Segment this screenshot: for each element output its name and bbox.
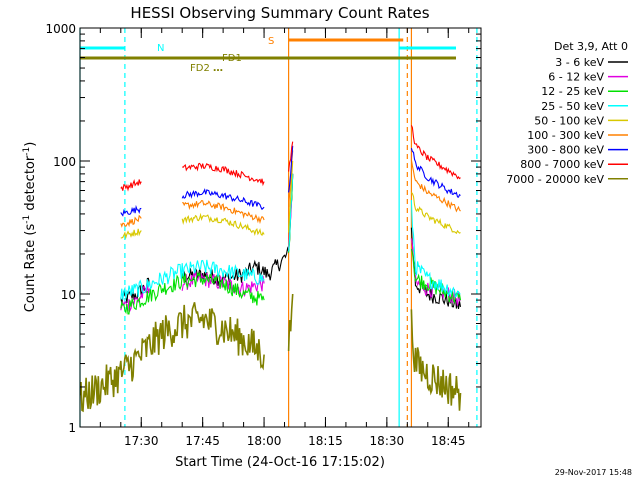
legend-header: Det 3,9, Att 0 (554, 40, 628, 53)
flag-label-n: N (157, 43, 164, 54)
series-line-0-seg-3 (410, 227, 462, 309)
x-tick-label-0: 17:30 (124, 434, 159, 448)
y-tick-label-3: 1000 (45, 22, 76, 36)
series-line-1-seg-1 (120, 284, 150, 313)
series-line-2-seg-3 (410, 248, 462, 304)
flag-label-fd2: FD2 (190, 63, 210, 74)
series-line-7-seg-4 (410, 125, 461, 180)
x-tick-label-5: 18:45 (431, 434, 466, 448)
series-line-4-seg-3 (288, 160, 294, 233)
y-axis-label: Count Rate (s-1 detector-1) (22, 142, 38, 313)
x-tick-label-4: 18:30 (370, 434, 405, 448)
x-axis-label: Start Time (24-Oct-16 17:15:02) (175, 455, 385, 470)
series-line-3-seg-1 (120, 259, 265, 300)
legend-label-7: 800 - 7000 keV (520, 158, 604, 171)
legend-label-0: 3 - 6 keV (555, 56, 604, 69)
flag-bars: N S FD1 FD2… (80, 36, 456, 74)
y-tick-label-2: 100 (53, 155, 76, 169)
series-line-3-seg-2 (288, 173, 294, 252)
series-line-6-seg-1 (120, 204, 142, 217)
series-line-3-seg-3 (410, 199, 461, 298)
series-line-4-seg-4 (410, 192, 461, 235)
series-line-7-seg-2 (182, 162, 265, 187)
series-line-6-seg-2 (181, 188, 265, 211)
y-tick-label-1: 10 (61, 288, 76, 302)
series-line-0-seg-2 (182, 173, 294, 286)
x-tick-label-2: 18:00 (247, 434, 282, 448)
series-line-6-seg-3 (288, 145, 294, 193)
legend-label-4: 50 - 100 keV (534, 114, 604, 127)
plot-frame (79, 27, 482, 428)
series-line-8-seg-1 (287, 293, 294, 352)
series-line-7-seg-1 (120, 179, 142, 192)
legend-label-6: 300 - 800 keV (527, 144, 604, 157)
series-line-6-seg-4 (410, 148, 461, 198)
series-line-5-seg-2 (182, 199, 265, 225)
x-ticks: 17:30 17:45 18:00 18:15 18:30 18:45 (99, 28, 470, 448)
legend-label-2: 12 - 25 keV (541, 85, 604, 98)
legend-label-3: 25 - 50 keV (541, 100, 604, 113)
series-line-4-seg-2 (181, 212, 265, 237)
series-line-5-seg-4 (410, 159, 461, 213)
flag-label-fd1: FD1 (222, 53, 242, 64)
series-line-4-seg-1 (120, 228, 142, 240)
legend-label-1: 6 - 12 keV (548, 71, 604, 84)
series-line-8-seg-0 (80, 302, 265, 413)
footer-timestamp: 29-Nov-2017 15:48 (555, 468, 632, 477)
series-line-8-seg-2 (410, 309, 462, 411)
series-line-5-seg-1 (120, 214, 142, 228)
series-lines (80, 125, 462, 413)
x-tick-label-1: 17:45 (185, 434, 220, 448)
legend-label-5: 100 - 300 keV (527, 129, 604, 142)
legend-label-8: 7000 - 20000 keV (506, 173, 604, 186)
x-tick-label-3: 18:15 (308, 434, 343, 448)
chart-title: HESSI Observing Summary Count Rates (130, 4, 429, 22)
y-tick-label-0: 1 (68, 421, 76, 435)
series-line-7-seg-3 (288, 141, 294, 172)
flag-label-s: S (268, 36, 274, 47)
series-line-2-seg-1 (120, 271, 265, 315)
flag-fd2-dots: … (213, 63, 223, 74)
y-ticks: 1 10 100 1000 (45, 22, 481, 435)
